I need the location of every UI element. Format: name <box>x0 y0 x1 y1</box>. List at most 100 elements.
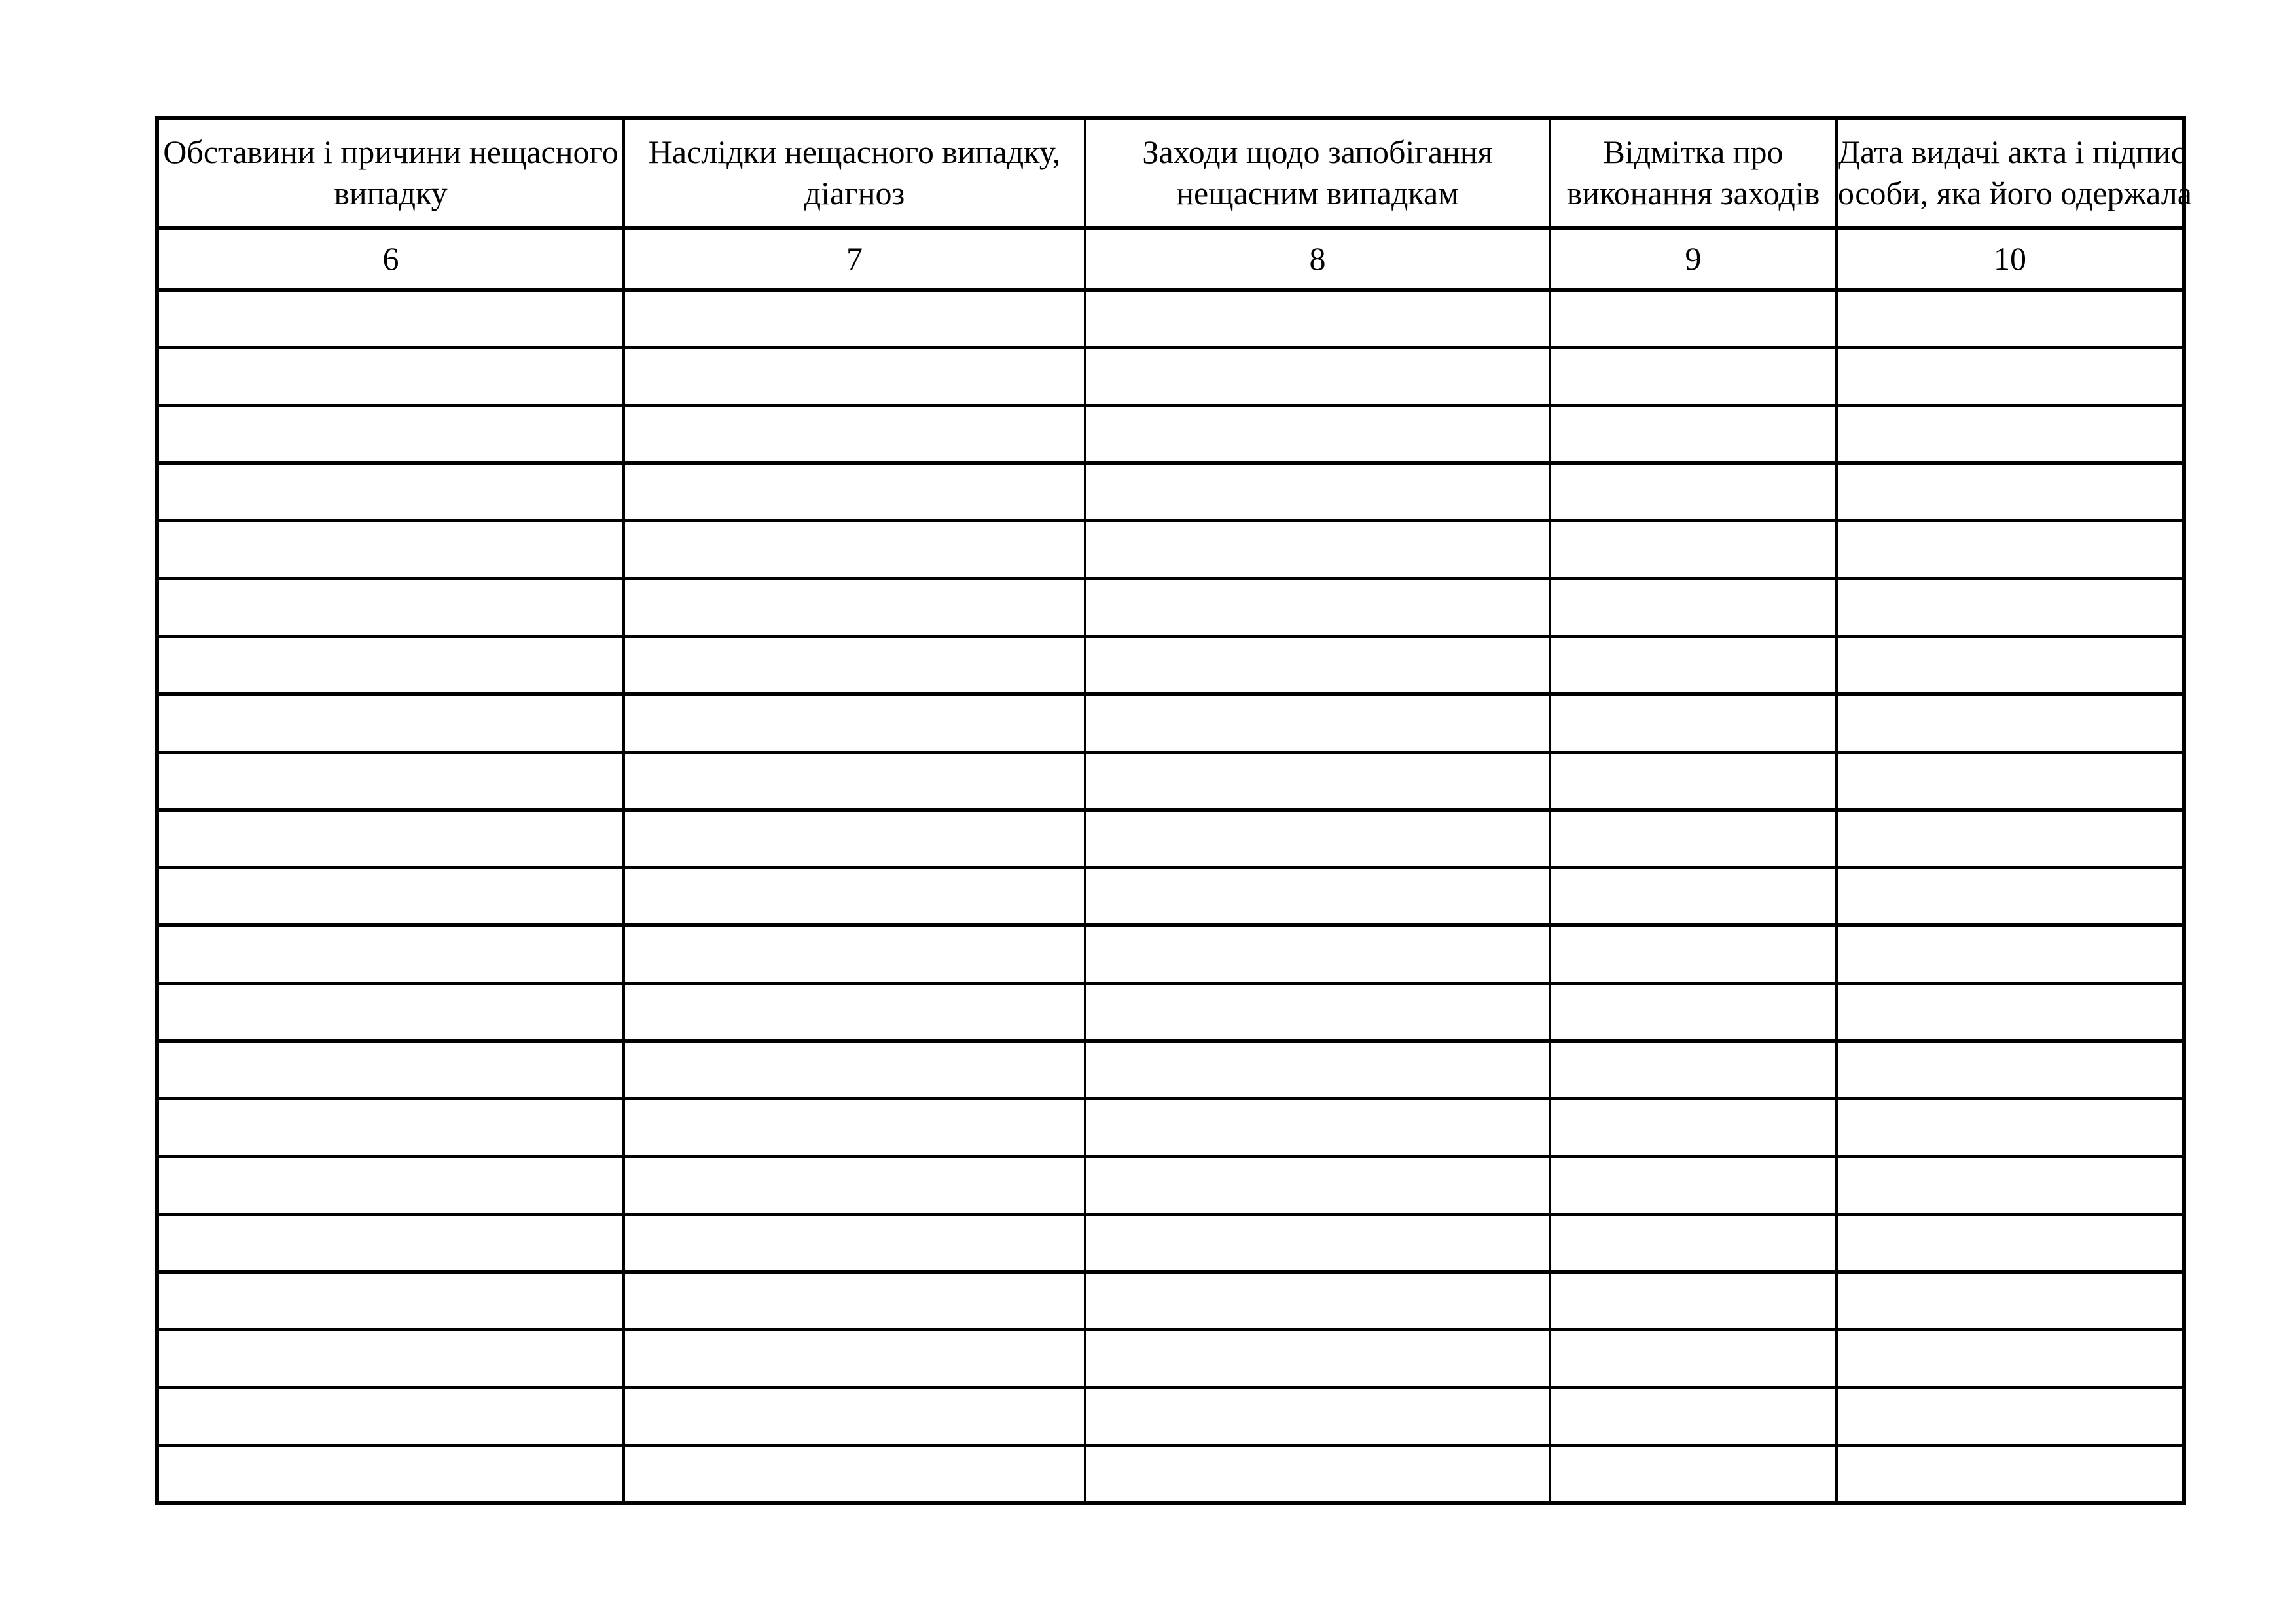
table-cell <box>1549 577 1838 639</box>
table-cell <box>156 1443 625 1505</box>
table-cell <box>622 692 1086 754</box>
ledger-table-head: Обставини і причини нещасного випадку На… <box>156 116 2192 292</box>
table-cell <box>1549 1385 1838 1447</box>
header-text-line: Заходи щодо запобігання <box>1142 133 1493 170</box>
table-cell <box>622 1212 1086 1274</box>
table-cell <box>1549 1328 1838 1389</box>
table-row <box>156 288 2185 349</box>
header-text-line: діагноз <box>804 174 905 211</box>
table-cell <box>1549 866 1838 927</box>
table-cell <box>1084 519 1551 580</box>
header-cell-issue-date-signature: Дата видачі акта і підпис особи, яка йог… <box>1835 116 2192 230</box>
table-cell <box>622 750 1086 812</box>
table-cell <box>1084 1385 1551 1447</box>
table-cell <box>1835 1385 2185 1447</box>
table-cell <box>156 750 625 812</box>
table-cell <box>156 1328 625 1389</box>
table-cell <box>156 403 625 465</box>
table-cell <box>1835 1097 2185 1158</box>
header-cell-consequences: Наслідки нещасного випадку, діагноз <box>622 116 1086 230</box>
table-cell <box>622 461 1086 523</box>
table-cell <box>156 1212 625 1274</box>
table-cell <box>156 577 625 639</box>
table-cell <box>622 1039 1086 1101</box>
table-cell <box>156 635 625 696</box>
table-cell <box>1549 1097 1838 1158</box>
table-cell <box>1549 808 1838 870</box>
table-cell <box>1835 866 2185 927</box>
table-row <box>156 519 2185 580</box>
table-cell <box>622 635 1086 696</box>
table-cell <box>622 981 1086 1043</box>
table-cell <box>1084 1039 1551 1101</box>
table-cell <box>156 1154 625 1216</box>
header-text-line: Дата видачі акта і підпис <box>1838 133 2185 170</box>
table-cell <box>622 1154 1086 1216</box>
header-cell-circumstances: Обставини і причини нещасного випадку <box>156 116 625 230</box>
table-cell <box>1084 288 1551 349</box>
table-cell <box>156 346 625 407</box>
table-cell <box>1835 808 2185 870</box>
column-number-cell: 10 <box>1835 226 2185 292</box>
table-cell <box>622 808 1086 870</box>
table-cell <box>1549 1270 1838 1332</box>
header-text-line: Наслідки нещасного випадку, <box>648 133 1061 170</box>
table-cell <box>1549 346 1838 407</box>
table-cell <box>1835 1270 2185 1332</box>
table-cell <box>1084 923 1551 985</box>
table-cell <box>1084 981 1551 1043</box>
table-row <box>156 1328 2185 1389</box>
table-cell <box>622 1328 1086 1389</box>
header-text-line: виконання заходів <box>1566 174 1820 211</box>
table-cell <box>1084 866 1551 927</box>
table-row <box>156 750 2185 812</box>
table-cell <box>622 519 1086 580</box>
table-cell <box>156 1097 625 1158</box>
table-row <box>156 692 2185 754</box>
table-cell <box>156 981 625 1043</box>
table-row <box>156 866 2185 927</box>
header-text-line: нещасним випадкам <box>1176 174 1459 211</box>
table-cell <box>1835 1154 2185 1216</box>
table-row <box>156 1212 2185 1274</box>
table-cell <box>622 866 1086 927</box>
table-cell <box>1549 750 1838 812</box>
table-row <box>156 461 2185 523</box>
column-number-cell: 6 <box>156 226 625 292</box>
accident-register-table: Обставини і причини нещасного випадку На… <box>155 116 2192 1505</box>
table-cell <box>1084 1328 1551 1389</box>
table-cell <box>1549 1212 1838 1274</box>
table-cell <box>1549 635 1838 696</box>
table-cell <box>1549 461 1838 523</box>
table-cell <box>1549 1039 1838 1101</box>
table-row <box>156 577 2185 639</box>
table-cell <box>1084 1154 1551 1216</box>
table-cell <box>1835 635 2185 696</box>
table-cell <box>156 692 625 754</box>
table-cell <box>622 577 1086 639</box>
table-cell <box>1835 1328 2185 1389</box>
table-cell <box>1084 692 1551 754</box>
header-text-line: Обставини і причини нещасного <box>163 133 619 170</box>
table-row <box>156 1385 2185 1447</box>
table-row <box>156 1039 2185 1101</box>
column-number-cell: 9 <box>1549 226 1838 292</box>
table-cell <box>156 1385 625 1447</box>
table-cell <box>1835 923 2185 985</box>
table-cell <box>1835 1039 2185 1101</box>
table-row <box>156 1097 2185 1158</box>
table-cell <box>1084 808 1551 870</box>
table-cell <box>156 1270 625 1332</box>
header-text-line: випадку <box>334 174 448 211</box>
table-cell <box>1084 1270 1551 1332</box>
table-cell <box>1084 461 1551 523</box>
table-cell <box>156 923 625 985</box>
table-cell <box>156 1039 625 1101</box>
header-row: Обставини і причини нещасного випадку На… <box>156 116 2192 230</box>
header-text-line: особи, яка його одержала <box>1838 174 2192 211</box>
table-cell <box>622 288 1086 349</box>
table-cell <box>622 346 1086 407</box>
table-cell <box>1835 981 2185 1043</box>
table-cell <box>1835 692 2185 754</box>
table-cell <box>1084 1212 1551 1274</box>
